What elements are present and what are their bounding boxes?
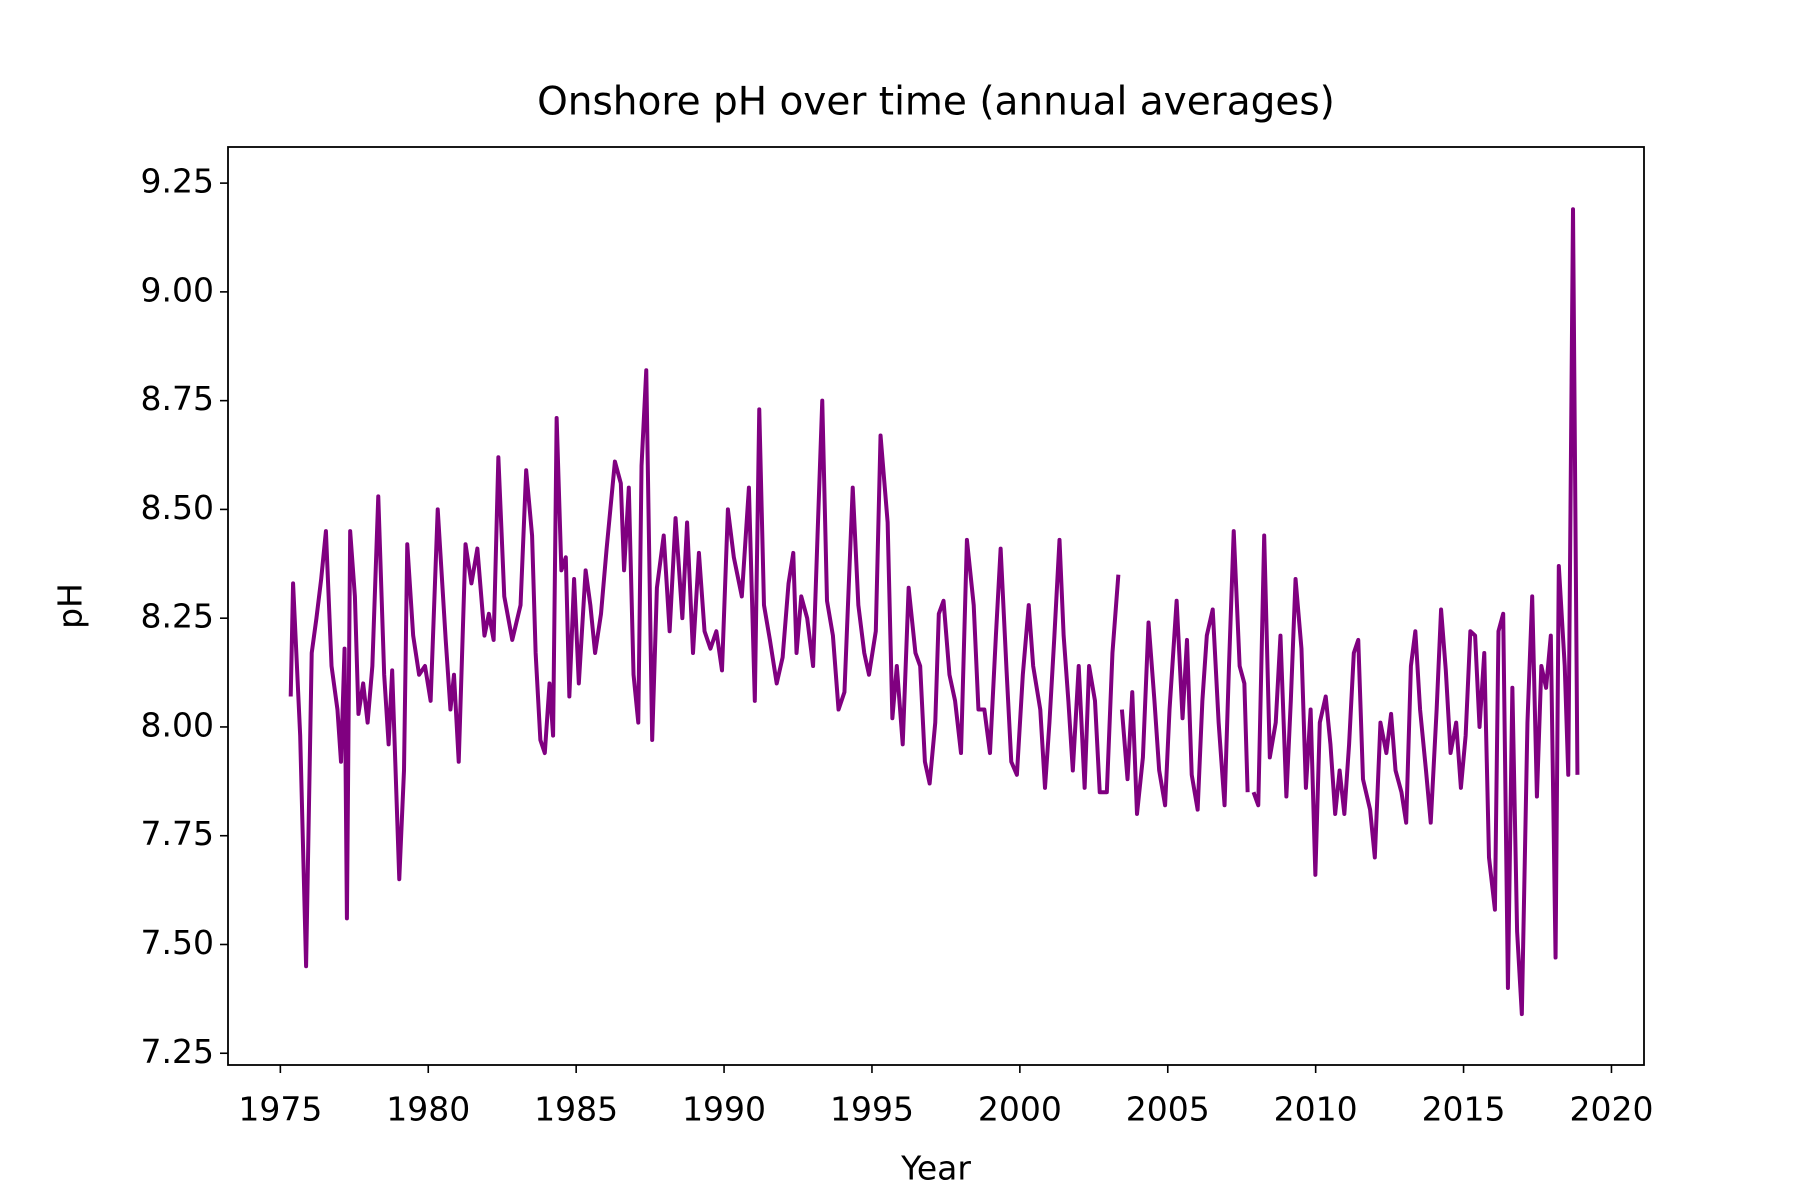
y-tick-label: 7.50 bbox=[141, 923, 214, 962]
x-tick-label: 2020 bbox=[1569, 1090, 1653, 1129]
x-axis-label: Year bbox=[900, 1149, 971, 1188]
x-tick-label: 1980 bbox=[386, 1090, 470, 1129]
x-tick-label: 2015 bbox=[1422, 1090, 1506, 1129]
y-tick-label: 9.00 bbox=[141, 270, 214, 309]
x-tick-label: 1985 bbox=[534, 1090, 618, 1129]
x-tick-label: 1995 bbox=[830, 1090, 914, 1129]
y-tick-label: 7.75 bbox=[141, 814, 214, 853]
y-tick-label: 7.25 bbox=[141, 1032, 214, 1071]
chart-title: Onshore pH over time (annual averages) bbox=[537, 80, 1335, 125]
y-tick-label: 8.00 bbox=[141, 705, 214, 744]
x-tick-label: 1990 bbox=[682, 1090, 766, 1129]
plot-frame bbox=[227, 146, 1645, 1066]
y-tick-label: 9.25 bbox=[141, 162, 214, 201]
x-tick-label: 2000 bbox=[978, 1090, 1062, 1129]
data-line bbox=[288, 207, 1580, 1017]
y-tick-label: 8.50 bbox=[141, 488, 214, 527]
x-tick-label: 2005 bbox=[1126, 1090, 1210, 1129]
x-tick-label: 1975 bbox=[238, 1090, 322, 1129]
y-tick-label: 8.75 bbox=[141, 379, 214, 418]
y-axis-label: pH bbox=[51, 583, 90, 629]
x-tick-label: 2010 bbox=[1274, 1090, 1358, 1129]
y-tick-label: 8.25 bbox=[141, 597, 214, 636]
